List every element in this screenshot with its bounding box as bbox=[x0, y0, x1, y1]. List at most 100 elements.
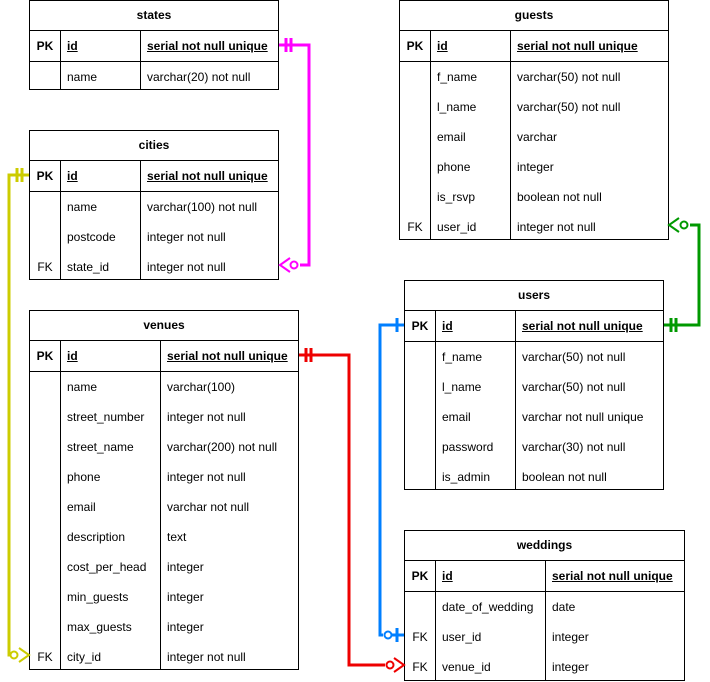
relation-guests-users[interactable] bbox=[664, 217, 701, 332]
table-title: users bbox=[405, 281, 663, 311]
column-type-cell: integer bbox=[552, 630, 589, 644]
zero-marker bbox=[385, 660, 395, 670]
table-row: phone integer not null bbox=[30, 462, 298, 492]
table-states[interactable]: states PK id serial not null unique name va… bbox=[29, 0, 279, 90]
column-name-cell: postcode bbox=[67, 230, 116, 244]
column-type-cell: serial not null unique bbox=[147, 39, 268, 53]
crowfoot-marker bbox=[393, 657, 406, 673]
column-name-cell: f_name bbox=[442, 350, 483, 364]
key-cell: FK bbox=[407, 220, 423, 234]
column-type-cell: integer not null bbox=[167, 410, 246, 424]
column-type-cell: varchar(20) not null bbox=[147, 70, 251, 84]
column-type-cell: integer not null bbox=[167, 650, 246, 664]
table-row: date_of_wedding date bbox=[405, 592, 684, 622]
table-row: PK id serial not null unique bbox=[405, 561, 684, 592]
table-row: street_number integer not null bbox=[30, 402, 298, 432]
relation-venues-cities[interactable] bbox=[7, 168, 31, 663]
column-type-cell: boolean not null bbox=[517, 190, 602, 204]
column-name-cell: date_of_wedding bbox=[442, 600, 534, 614]
column-name-cell: name bbox=[67, 200, 98, 214]
key-cell: PK bbox=[36, 39, 54, 53]
column-name-cell: email bbox=[67, 500, 96, 514]
table-venues[interactable]: venues PK id serial not null unique name va… bbox=[29, 310, 299, 670]
column-type-cell: serial not null unique bbox=[167, 349, 288, 363]
crowfoot-marker bbox=[278, 257, 291, 273]
column-name-cell: state_id bbox=[67, 260, 110, 274]
connector-line bbox=[7, 173, 29, 657]
table-row: is_admin boolean not null bbox=[405, 462, 663, 492]
table-guests[interactable]: guests PK id serial not null unique f_name… bbox=[399, 0, 669, 240]
column-type-cell: integer bbox=[517, 160, 554, 174]
table-row: description text bbox=[30, 522, 298, 552]
key-cell: PK bbox=[411, 319, 429, 333]
column-name-cell: f_name bbox=[437, 70, 478, 84]
table-row: PK id serial not null unique bbox=[30, 31, 278, 62]
column-name-cell: id bbox=[437, 39, 448, 53]
column-divider bbox=[60, 160, 61, 279]
table-cities[interactable]: cities PK id serial not null unique name va… bbox=[29, 130, 279, 280]
table-row: PK id serial not null unique bbox=[400, 31, 668, 62]
column-type-cell: varchar(100) not null bbox=[147, 200, 258, 214]
column-name-cell: id bbox=[67, 39, 78, 53]
column-type-cell: integer not null bbox=[147, 260, 226, 274]
table-row: email varchar not null unique bbox=[405, 402, 663, 432]
column-name-cell: email bbox=[442, 410, 471, 424]
relation-weddings-venues[interactable] bbox=[299, 348, 406, 673]
column-type-cell: integer not null bbox=[167, 470, 246, 484]
column-divider bbox=[435, 560, 436, 680]
table-row: PK id serial not null unique bbox=[30, 161, 278, 192]
connector-line bbox=[378, 323, 404, 637]
connector-line bbox=[299, 353, 385, 667]
table-row: postcode integer not null bbox=[30, 222, 278, 252]
column-name-cell: l_name bbox=[442, 380, 482, 394]
column-divider bbox=[545, 560, 546, 680]
table-row: l_name varchar(50) not null bbox=[400, 92, 668, 122]
zero-marker bbox=[383, 630, 393, 640]
table-row: FK venue_id integer bbox=[405, 652, 684, 682]
column-type-cell: varchar(200) not null bbox=[167, 440, 278, 454]
column-divider bbox=[510, 30, 511, 239]
column-type-cell: varchar(50) not null bbox=[517, 70, 621, 84]
table-row: PK id serial not null unique bbox=[405, 311, 663, 342]
column-type-cell: varchar(50) not null bbox=[522, 350, 626, 364]
column-type-cell: varchar not null bbox=[167, 500, 250, 514]
column-type-cell: serial not null unique bbox=[552, 569, 673, 583]
column-name-cell: user_id bbox=[437, 220, 477, 234]
table-row: max_guests integer bbox=[30, 612, 298, 642]
column-name-cell: city_id bbox=[67, 650, 102, 664]
relation-cities-states[interactable] bbox=[278, 38, 311, 273]
column-name-cell: min_guests bbox=[67, 590, 129, 604]
column-name-cell: id bbox=[67, 169, 78, 183]
connector-line bbox=[664, 223, 701, 327]
column-type-cell: varchar(50) not null bbox=[522, 380, 626, 394]
zero-marker bbox=[289, 260, 299, 270]
table-title: weddings bbox=[405, 531, 684, 561]
crowfoot-marker bbox=[18, 647, 31, 663]
table-row: f_name varchar(50) not null bbox=[400, 62, 668, 92]
key-cell: FK bbox=[412, 660, 428, 674]
column-type-cell: serial not null unique bbox=[522, 319, 643, 333]
column-type-cell: integer bbox=[167, 560, 204, 574]
table-weddings[interactable]: weddings PK id serial not null unique date… bbox=[404, 530, 685, 681]
table-row: min_guests integer bbox=[30, 582, 298, 612]
table-row: name varchar(20) not null bbox=[30, 62, 278, 92]
column-name-cell: description bbox=[67, 530, 126, 544]
column-type-cell: text bbox=[167, 530, 187, 544]
table-row: email varchar bbox=[400, 122, 668, 152]
table-title: venues bbox=[30, 311, 298, 341]
table-row: FK city_id integer not null bbox=[30, 642, 298, 672]
column-divider bbox=[160, 340, 161, 669]
column-name-cell: is_rsvp bbox=[437, 190, 476, 204]
key-cell: PK bbox=[411, 569, 429, 583]
relation-weddings-users[interactable] bbox=[378, 318, 404, 642]
crowfoot-marker bbox=[667, 217, 680, 233]
column-type-cell: date bbox=[552, 600, 576, 614]
column-name-cell: cost_per_head bbox=[67, 560, 147, 574]
column-name-cell: name bbox=[67, 380, 98, 394]
column-name-cell: id bbox=[442, 569, 453, 583]
column-name-cell: name bbox=[67, 70, 98, 84]
column-name-cell: l_name bbox=[437, 100, 477, 114]
table-row: is_rsvp boolean not null bbox=[400, 182, 668, 212]
